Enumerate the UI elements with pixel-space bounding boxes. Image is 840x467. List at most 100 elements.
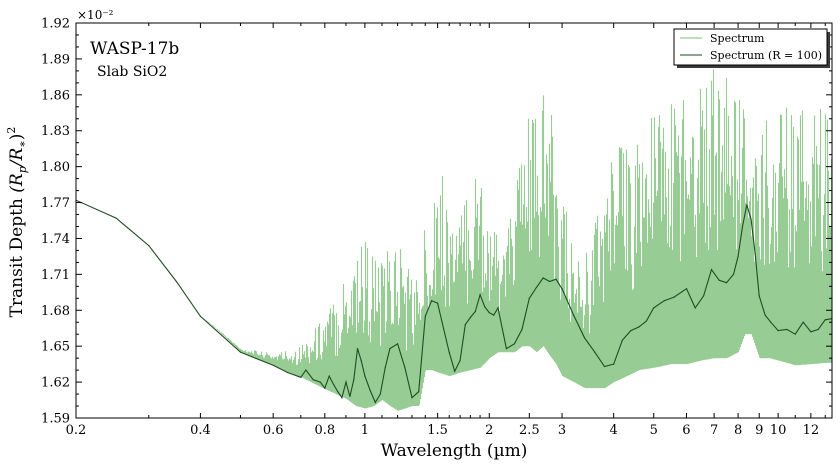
binned-point — [448, 351, 450, 353]
y-tick-label: 1.62 — [41, 376, 70, 391]
binned-point — [673, 296, 675, 298]
x-tick-label: 1.5 — [427, 423, 448, 438]
binned-point — [305, 369, 307, 371]
binned-point — [703, 295, 705, 297]
binned-point — [794, 333, 796, 335]
series-layer — [76, 69, 832, 411]
x-tick-label: 6 — [682, 423, 690, 438]
binned-point — [469, 316, 471, 319]
binned-point — [786, 328, 788, 330]
binned-point — [737, 255, 739, 257]
x-axis-label: Wavelength (µm) — [381, 441, 528, 461]
binned-point — [364, 375, 366, 377]
binned-point — [583, 337, 586, 339]
binned-point — [603, 365, 606, 368]
x-tick-label: 9 — [755, 423, 763, 438]
binned-point — [175, 280, 177, 283]
binned-point — [764, 314, 766, 316]
binned-point — [474, 310, 476, 313]
binned-point — [653, 307, 655, 309]
binned-point — [638, 326, 640, 328]
binned-point — [404, 367, 406, 369]
x-tick-label: 7 — [710, 423, 718, 438]
binned-point — [685, 288, 688, 290]
x-tick-label: 0.4 — [190, 423, 211, 438]
y-axis-label: Transit Depth (Rp/R∗)2 — [5, 127, 29, 318]
x-tick-label: 10 — [770, 423, 787, 438]
binned-point — [770, 321, 772, 323]
binned-point — [333, 383, 335, 386]
binned-point — [718, 279, 720, 281]
binned-point — [418, 391, 420, 393]
binned-point — [613, 363, 615, 365]
binned-point — [272, 364, 274, 366]
legend-label-spectrum: Spectrum — [710, 32, 765, 45]
binned-point — [442, 327, 445, 329]
x-tick-label: 0.6 — [263, 423, 284, 438]
binned-point — [337, 391, 339, 393]
binned-point — [555, 278, 557, 280]
binned-point — [353, 379, 355, 381]
binned-point — [663, 300, 665, 302]
binned-point — [750, 218, 752, 220]
binned-point — [694, 307, 696, 309]
y-axis-multiplier: ×10⁻² — [77, 8, 114, 22]
binned-point — [488, 312, 490, 314]
binned-point — [741, 225, 744, 228]
y-tick-label: 1.68 — [41, 304, 70, 319]
x-tick-label: 8 — [734, 423, 742, 438]
binned-point — [725, 282, 728, 284]
binned-point — [758, 295, 760, 297]
plot-border — [75, 22, 833, 419]
binned-point — [535, 286, 538, 289]
y-tick-label: 1.92 — [41, 17, 70, 32]
binned-point — [148, 245, 150, 247]
binned-point — [345, 381, 347, 383]
y-tick-label: 1.65 — [41, 340, 70, 355]
x-tick-label: 2 — [485, 423, 493, 438]
binned-point — [312, 379, 314, 381]
binned-point — [349, 395, 351, 398]
model-annotation: Slab SiO2 — [97, 64, 167, 80]
binned-point — [824, 319, 826, 321]
binned-point — [732, 273, 735, 275]
binned-point — [411, 397, 413, 399]
x-tick-label: 5 — [650, 423, 658, 438]
y-tick-label: 1.86 — [41, 88, 70, 103]
binned-point — [493, 314, 495, 316]
plot-frame — [75, 22, 833, 419]
binned-point — [328, 375, 330, 377]
binned-point — [542, 277, 544, 279]
y-tick-label: 1.83 — [41, 124, 70, 139]
spectrum-spikes — [202, 69, 832, 411]
tick-layer: 0.2 0.4 0.6 0.8 1 1.5 2 2.5 3 4 5 6 7 8 9 10 12 1.59 1.62 1… — [41, 17, 832, 438]
binned-point — [397, 343, 399, 345]
binned-point — [561, 288, 563, 290]
binned-point — [454, 370, 456, 372]
binned-point — [319, 381, 321, 383]
binned-point — [746, 204, 748, 206]
binned-point — [645, 320, 648, 322]
binned-point — [384, 367, 386, 369]
binned-point — [630, 330, 632, 332]
binned-point — [369, 389, 371, 392]
x-tick-label: 2.5 — [519, 423, 540, 438]
x-tick-label: 4 — [610, 423, 618, 438]
binned-point — [464, 324, 466, 326]
binned-point — [300, 376, 302, 378]
binned-point — [324, 387, 326, 389]
binned-point — [239, 351, 242, 353]
binned-point — [379, 393, 381, 395]
binned-point — [513, 343, 516, 345]
binned-point — [484, 306, 486, 308]
y-tick-label: 1.74 — [41, 232, 70, 247]
binned-point — [573, 314, 575, 316]
legend-box — [673, 28, 828, 66]
y-tick-label: 1.59 — [41, 412, 70, 427]
y-tick-label: 1.80 — [41, 160, 70, 175]
binned-point — [459, 359, 461, 362]
binned-point — [710, 269, 713, 271]
legend-label-binned: Spectrum (R = 100) — [710, 49, 822, 62]
binned-point — [356, 348, 359, 350]
